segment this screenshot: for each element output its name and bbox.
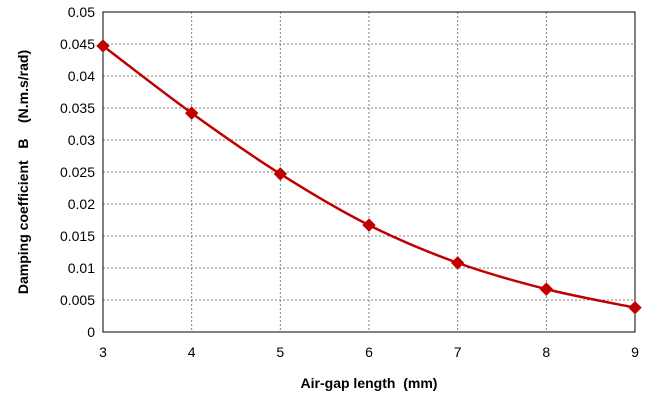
y-axis-ticks: 0 0.005 0.01 0.015 0.02 0.025 0.03 0.035 0.04 0.0…	[60, 4, 95, 340]
y-axis-title: Damping coefficient B (N.m.s/rad)	[15, 50, 31, 294]
y-tick-label: 0.03	[68, 132, 95, 148]
data-point-marker	[362, 218, 376, 232]
data-point-marker	[450, 256, 465, 270]
x-axis-ticks: 3 4 5 6 7 8 9	[99, 344, 639, 360]
y-tick-label: 0.005	[60, 292, 95, 308]
x-tick-label: 5	[276, 344, 284, 360]
x-tick-label: 9	[631, 344, 639, 360]
y-tick-label: 0.05	[68, 4, 95, 20]
y-tick-label: 0	[87, 324, 95, 340]
y-tick-label: 0.025	[60, 164, 95, 180]
x-tick-label: 4	[188, 344, 196, 360]
x-tick-label: 6	[365, 344, 373, 360]
data-point-marker	[96, 39, 110, 53]
y-tick-label: 0.045	[60, 36, 95, 52]
series	[96, 39, 642, 315]
plot-area-frame	[102, 11, 636, 333]
y-tick-label: 0.01	[68, 260, 95, 276]
y-tick-label: 0.04	[68, 68, 95, 84]
x-tick-label: 7	[454, 344, 462, 360]
data-point-marker	[539, 282, 554, 296]
x-tick-label: 8	[542, 344, 550, 360]
y-tick-label: 0.02	[68, 196, 95, 212]
data-point-marker	[628, 300, 642, 315]
data-point-marker	[273, 167, 288, 181]
x-tick-label: 3	[99, 344, 107, 360]
data-point-marker	[184, 106, 199, 120]
grid	[103, 12, 635, 332]
y-tick-label: 0.035	[60, 100, 95, 116]
y-tick-label: 0.015	[60, 228, 95, 244]
x-axis-title: Air-gap length (mm)	[301, 375, 438, 391]
